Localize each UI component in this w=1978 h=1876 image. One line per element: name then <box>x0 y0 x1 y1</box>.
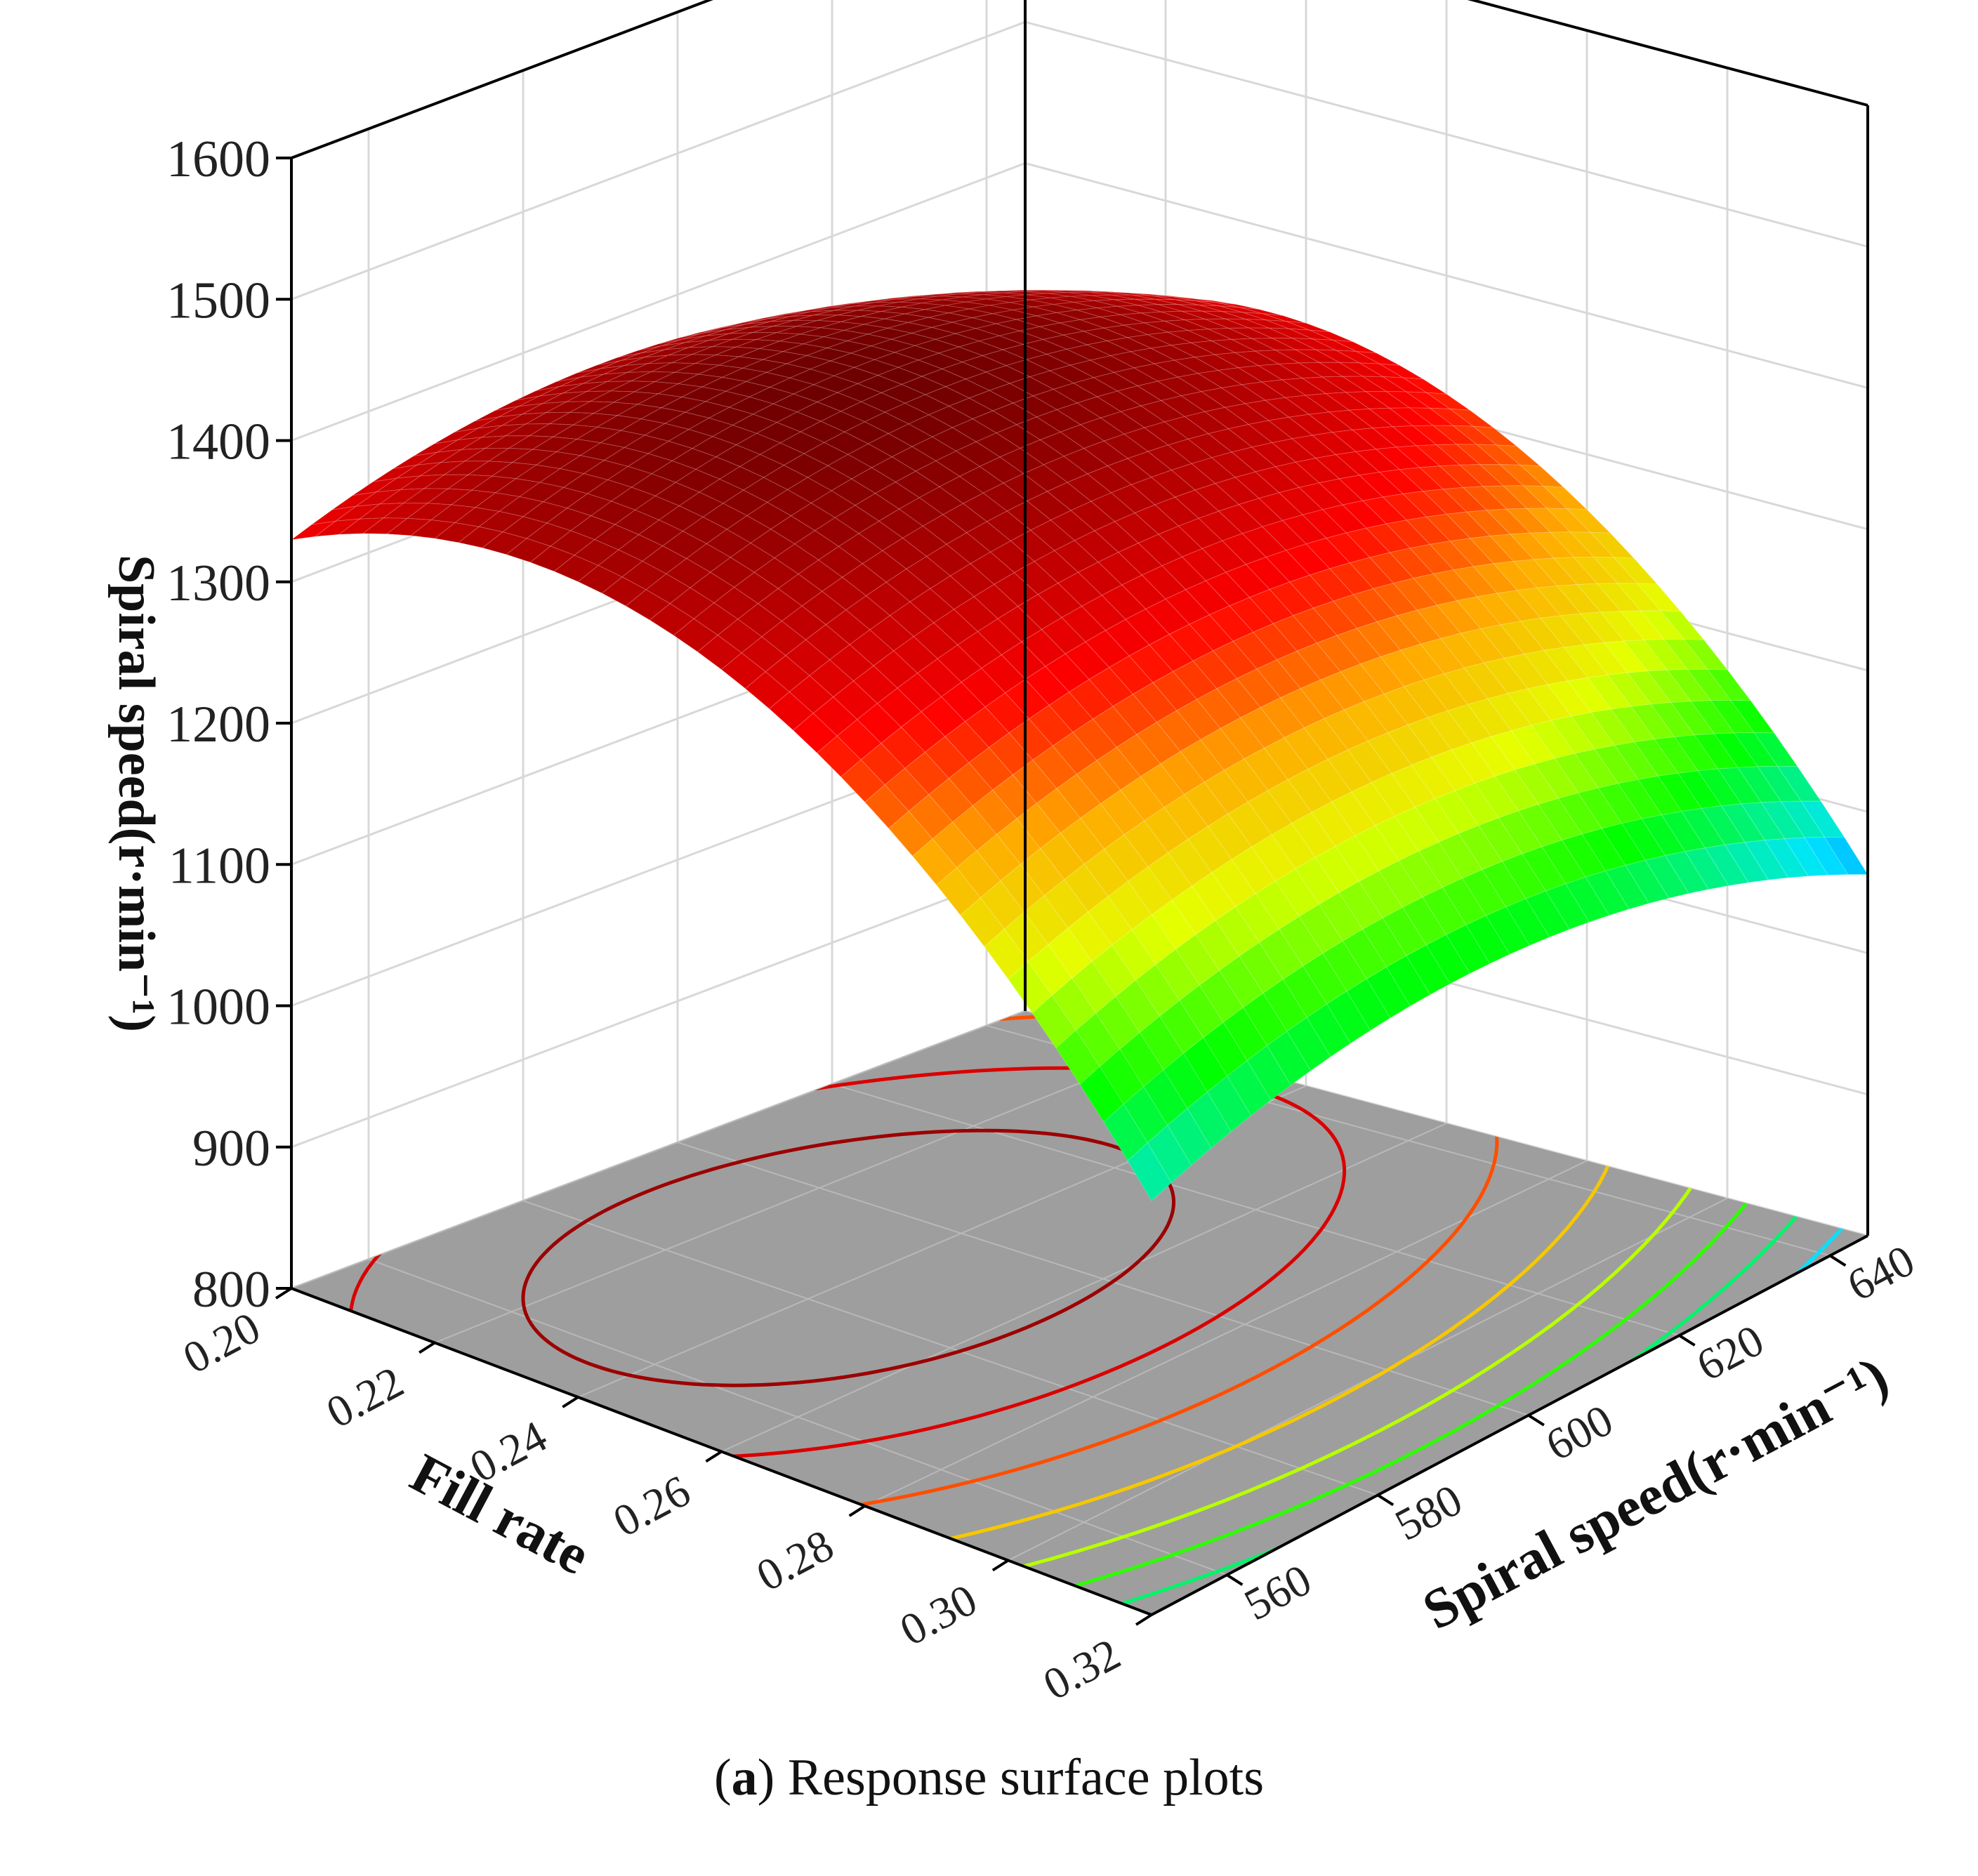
y-tick-mark <box>1678 1334 1696 1347</box>
floor-gridline <box>291 1010 1026 1289</box>
surface-patch <box>1346 978 1391 1031</box>
surface-patch <box>1764 838 1809 878</box>
y-tick-mark <box>1829 1254 1847 1267</box>
floor-gridline <box>368 1258 1227 1576</box>
frame-edge <box>1467 0 1868 107</box>
surface-patch <box>1724 842 1769 883</box>
z-tick-label: 800 <box>192 1261 270 1319</box>
surface-patch <box>1564 876 1610 923</box>
y-tick-label: 560 <box>1237 1554 1319 1630</box>
y-tick-label: 640 <box>1840 1235 1923 1311</box>
y-tick-mark <box>1226 1573 1244 1586</box>
figure-caption: (a) Response surface plots <box>714 1749 1264 1806</box>
floor-gridline <box>831 1083 1680 1337</box>
frame-edge <box>1151 1234 1868 1616</box>
caption-text: Response surface plots <box>787 1749 1264 1806</box>
x-tick-label: 0.26 <box>605 1465 698 1546</box>
x-tick-label: 0.22 <box>319 1356 411 1437</box>
y-tick-label: 600 <box>1538 1394 1621 1470</box>
x-tick-mark <box>1135 1613 1153 1626</box>
y-tick-mark <box>1527 1414 1545 1427</box>
z-tick-label: 1500 <box>166 272 270 329</box>
floor-gridline <box>1008 1197 1728 1561</box>
x-tick-label: 0.30 <box>892 1574 984 1655</box>
y-tick-label: 580 <box>1387 1474 1470 1550</box>
z-tick-label: 1400 <box>166 414 270 471</box>
x-tick-label: 0.32 <box>1035 1629 1128 1710</box>
surface-patch <box>1545 883 1590 930</box>
x-tick-mark <box>991 1559 1009 1572</box>
z-tick-label: 900 <box>192 1120 270 1177</box>
surface-patch <box>1286 1017 1331 1071</box>
x-tick-label: 0.28 <box>749 1520 841 1601</box>
response-surface <box>291 289 1868 1202</box>
x-tick-mark <box>275 1287 293 1300</box>
y-tick-mark <box>1377 1493 1395 1507</box>
contour-line <box>521 1128 1175 1387</box>
surface-patch <box>1744 840 1789 880</box>
x-tick-mark <box>562 1396 579 1408</box>
z-tick-label: 1100 <box>169 837 270 894</box>
x-tick-mark <box>705 1450 723 1463</box>
surface-patch <box>1127 1142 1172 1202</box>
floor-gridline <box>434 1048 1166 1344</box>
x-tick-mark <box>418 1341 436 1354</box>
z-tick-label: 1000 <box>166 979 270 1036</box>
surface-patch <box>1784 837 1829 877</box>
z-tick-label: 1200 <box>166 696 270 753</box>
frame-edge <box>291 0 713 159</box>
floor-plane <box>291 1010 1868 1616</box>
z-axis-title: Spiral speed(r·min⁻¹) <box>107 555 165 1032</box>
surface-patch <box>1406 944 1451 996</box>
y-tick-label: 620 <box>1689 1315 1772 1391</box>
z-tick-label: 1600 <box>166 131 270 188</box>
x-tick-mark <box>848 1505 866 1517</box>
surface-patch <box>1604 864 1650 910</box>
surface-patch <box>1505 898 1550 946</box>
caption-label: a <box>731 1749 758 1806</box>
floor-gridline <box>721 1123 1447 1453</box>
floor-fill <box>291 1011 1868 1615</box>
z-tick-label: 1300 <box>166 555 270 612</box>
